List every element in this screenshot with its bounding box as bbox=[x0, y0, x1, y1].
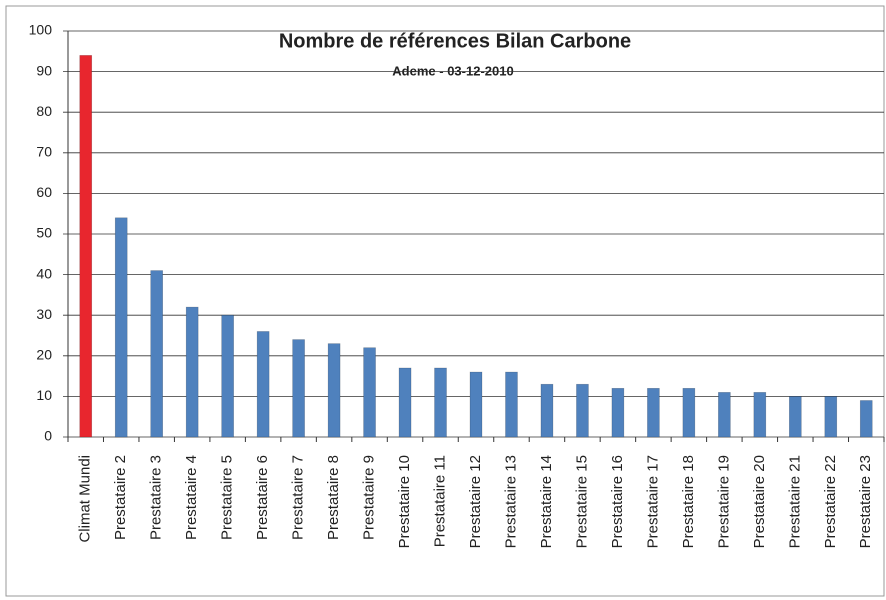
x-tick-label: Prestataire 22 bbox=[822, 455, 839, 548]
x-tick-label: Prestataire 15 bbox=[573, 455, 590, 548]
bar bbox=[398, 367, 412, 438]
bar bbox=[540, 383, 554, 438]
bar bbox=[682, 387, 696, 438]
bar bbox=[363, 347, 376, 438]
x-tick-label: Prestataire 11 bbox=[431, 455, 448, 547]
bar bbox=[150, 270, 163, 438]
bar bbox=[221, 314, 234, 438]
y-tick-label: 40 bbox=[36, 265, 52, 281]
x-tick-label: Prestataire 3 bbox=[148, 455, 165, 540]
bar bbox=[469, 371, 483, 438]
bar bbox=[647, 387, 660, 438]
x-tick-label: Prestataire 9 bbox=[361, 455, 378, 540]
bar bbox=[718, 392, 731, 438]
bar bbox=[114, 217, 128, 438]
bar bbox=[185, 306, 199, 438]
x-tick-label: Prestataire 7 bbox=[290, 455, 307, 540]
y-tick-label: 0 bbox=[44, 428, 52, 444]
y-tick-label: 30 bbox=[36, 306, 52, 322]
bar bbox=[79, 55, 93, 438]
x-tick-label: Prestataire 19 bbox=[715, 455, 732, 548]
x-tick-label: Prestataire 14 bbox=[538, 455, 555, 548]
x-tick-label: Prestataire 2 bbox=[112, 455, 129, 540]
x-tick-label: Prestataire 10 bbox=[396, 455, 413, 548]
x-tick-label: Prestataire 18 bbox=[680, 455, 697, 548]
y-tick-label: 70 bbox=[36, 144, 52, 160]
bar bbox=[859, 400, 873, 438]
y-tick-label: 60 bbox=[36, 184, 52, 200]
bar bbox=[576, 383, 589, 438]
x-tick-label: Prestataire 20 bbox=[751, 455, 768, 548]
bar bbox=[292, 339, 305, 438]
x-tick-label: Prestataire 17 bbox=[644, 455, 661, 548]
x-tick-label: Prestataire 5 bbox=[219, 455, 236, 540]
bar bbox=[611, 387, 625, 438]
x-tick-label: Prestataire 23 bbox=[857, 455, 874, 548]
x-tick-label: Prestataire 4 bbox=[183, 455, 200, 540]
chart-title: Nombre de références Bilan Carbone bbox=[279, 30, 631, 52]
bar bbox=[327, 343, 341, 438]
x-tick-label: Prestataire 6 bbox=[254, 455, 271, 540]
bar bbox=[505, 371, 518, 438]
x-tick-label: Prestataire 16 bbox=[609, 455, 626, 548]
chart-subtitle: Ademe - 03-12-2010 bbox=[392, 63, 513, 78]
y-tick-label: 100 bbox=[29, 22, 53, 38]
bar bbox=[434, 367, 447, 438]
x-tick-label: Prestataire 13 bbox=[502, 455, 519, 548]
bar bbox=[824, 396, 838, 438]
bar bbox=[753, 392, 767, 438]
x-tick-label: Climat Mundi bbox=[77, 455, 94, 543]
y-tick-label: 80 bbox=[36, 103, 52, 119]
y-tick-label: 10 bbox=[36, 387, 52, 403]
bar bbox=[256, 331, 270, 438]
y-tick-label: 50 bbox=[36, 225, 52, 241]
chart-border bbox=[5, 5, 885, 597]
x-tick-label: Prestataire 12 bbox=[467, 455, 484, 548]
x-tick-label: Prestataire 21 bbox=[786, 455, 803, 548]
x-tick-label: Prestataire 8 bbox=[325, 455, 342, 540]
y-tick-label: 20 bbox=[36, 347, 52, 363]
y-tick-label: 90 bbox=[36, 62, 52, 78]
bar bbox=[789, 396, 802, 438]
